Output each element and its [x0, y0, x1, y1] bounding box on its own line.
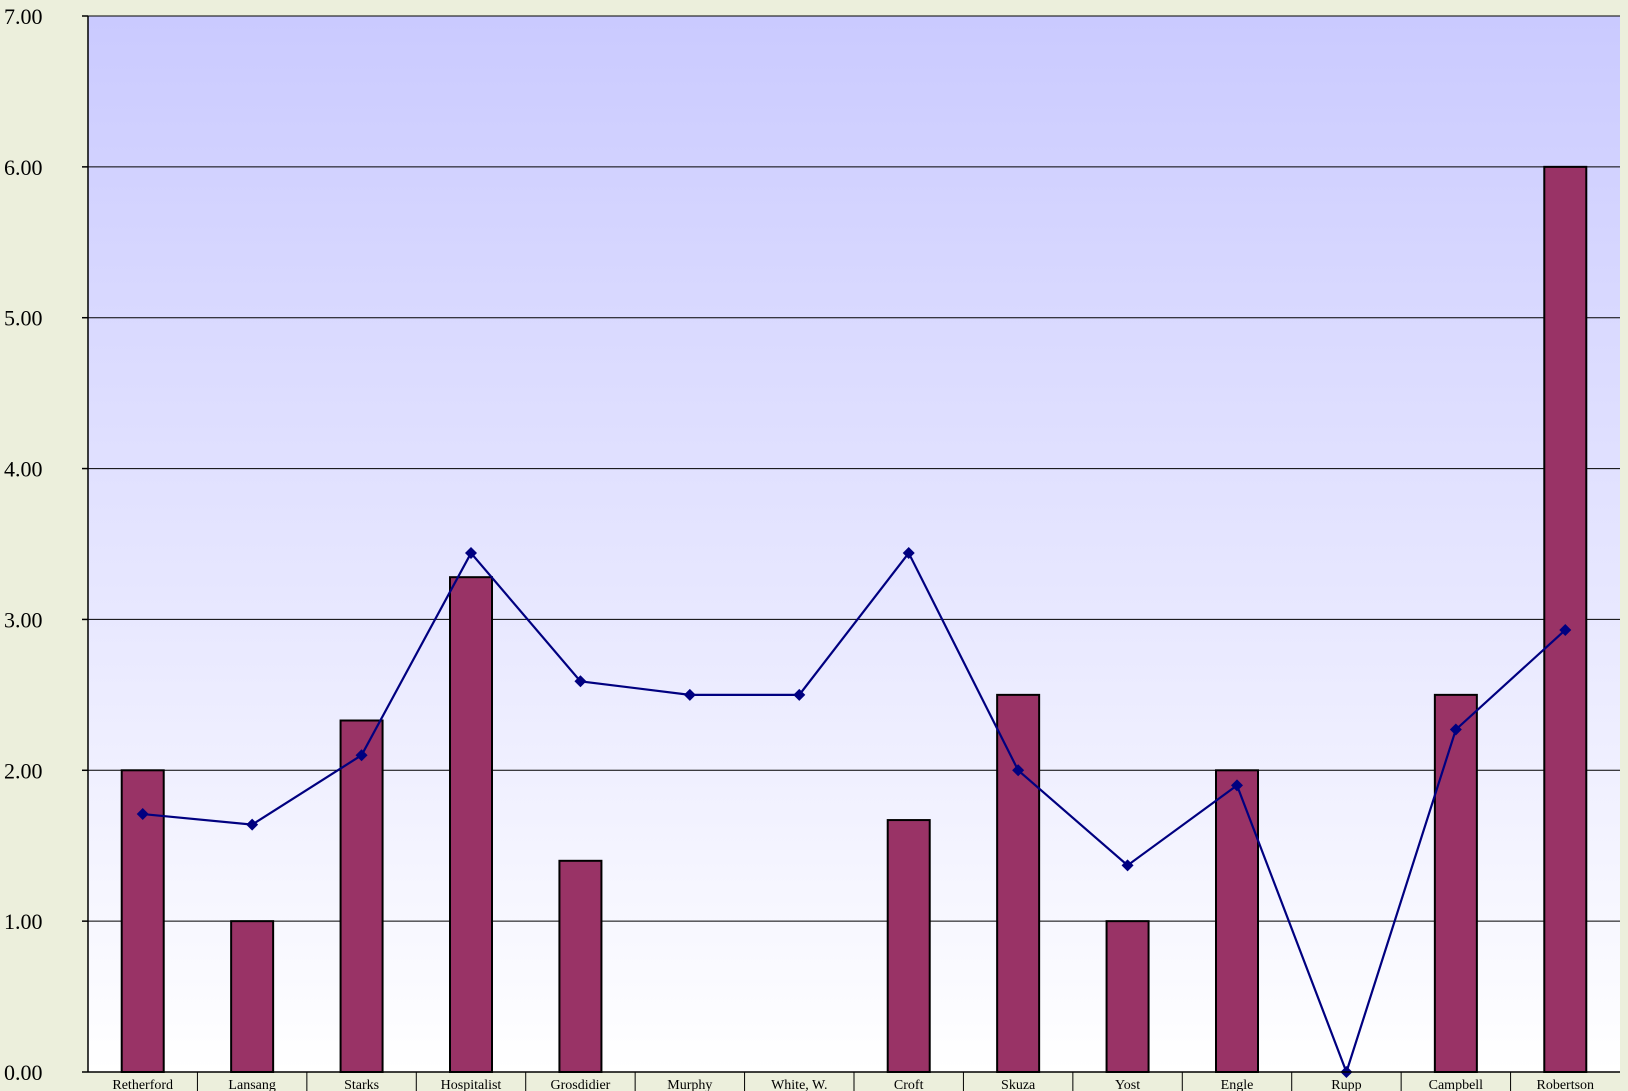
x-tick-label: Murphy	[667, 1078, 712, 1091]
x-tick-label: Hospitalist	[441, 1078, 502, 1091]
bar	[1433, 693, 1478, 1073]
y-tick-label: 1.00	[4, 909, 43, 934]
line-point	[1121, 859, 1134, 872]
x-tick-label: Rupp	[1331, 1078, 1361, 1091]
line-series	[136, 547, 1572, 1078]
y-tick-label: 6.00	[4, 155, 43, 180]
y-tick-label: 0.00	[4, 1060, 43, 1085]
bar	[449, 576, 493, 1074]
x-tick-label: Croft	[894, 1078, 924, 1091]
line-point	[683, 688, 696, 701]
y-axis-tick-labels: 0.00 1.00 2.00 3.00 4.00 5.00 6.00 7.00	[4, 4, 43, 1085]
bar	[558, 859, 603, 1073]
line-point	[136, 808, 149, 821]
x-tick-label: Grosdidier	[550, 1078, 610, 1091]
y-tick-label: 3.00	[4, 607, 43, 632]
line-point	[355, 749, 368, 762]
plot-area	[88, 16, 1620, 1072]
x-axis-tick-labels: Retherford Lansang Starks Hospitalist Grosdi…	[112, 1078, 1594, 1091]
bar	[120, 769, 165, 1073]
x-tick-label: Robertson	[1537, 1078, 1595, 1091]
bar	[996, 693, 1041, 1073]
line-point	[246, 818, 259, 831]
line-point	[1231, 779, 1243, 792]
y-tick-label: 7.00	[4, 4, 43, 29]
y-tick-label: 4.00	[4, 457, 43, 482]
y-tick-label: 5.00	[4, 306, 43, 331]
axes	[82, 15, 1620, 1091]
line-point	[1449, 723, 1462, 736]
line-point	[793, 688, 806, 701]
bar	[230, 920, 275, 1074]
bar	[1105, 920, 1150, 1074]
bar	[339, 719, 384, 1073]
x-tick-label: Engle	[1221, 1078, 1254, 1091]
x-tick-label: Retherford	[112, 1078, 173, 1091]
line-point	[1559, 623, 1572, 636]
bar	[1215, 769, 1259, 1073]
x-tick-label: Lansang	[228, 1078, 275, 1091]
x-tick-label: Yost	[1115, 1078, 1140, 1091]
x-tick-label: Starks	[344, 1078, 379, 1091]
x-tick-label: White, W.	[771, 1078, 827, 1091]
line-point	[465, 547, 477, 560]
x-tick-label: Skuza	[1001, 1078, 1036, 1091]
line-point	[902, 547, 915, 560]
x-tick-label: Campbell	[1429, 1078, 1484, 1091]
bar	[1543, 165, 1588, 1074]
line-point	[574, 675, 587, 688]
series-line	[142, 550, 1567, 1076]
bar	[886, 819, 931, 1073]
y-tick-label: 2.00	[4, 758, 43, 783]
line-point	[1012, 764, 1025, 777]
